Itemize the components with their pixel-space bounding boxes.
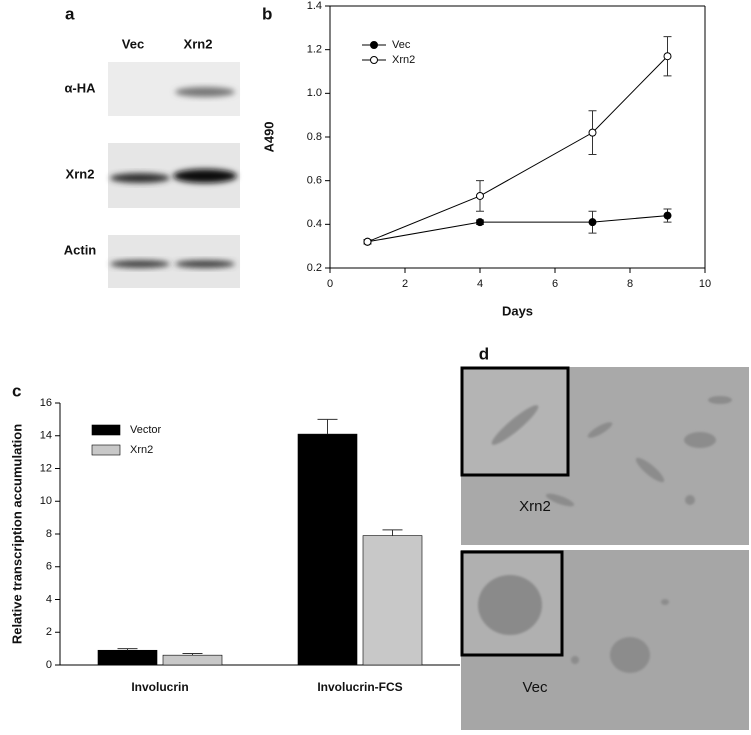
legend-marker bbox=[370, 41, 378, 49]
panel-label: a bbox=[65, 4, 75, 23]
y-tick-label: 12 bbox=[40, 462, 52, 474]
image-label: Vec bbox=[522, 679, 548, 696]
band bbox=[175, 260, 235, 268]
y-tick-label: 10 bbox=[40, 495, 52, 507]
y-tick-label: 8 bbox=[46, 528, 52, 540]
bar bbox=[97, 649, 158, 666]
band bbox=[110, 260, 170, 268]
y-tick-label: 1.4 bbox=[307, 0, 322, 12]
legend-swatch bbox=[91, 424, 121, 436]
blot-row: Actin bbox=[64, 242, 97, 257]
legend-label: Vec bbox=[392, 39, 411, 51]
y-axis-label: A490 bbox=[261, 121, 276, 152]
legend-swatch bbox=[91, 444, 121, 456]
x-axis-label: Days bbox=[502, 303, 533, 318]
y-axis-label: Relative transcription accumulation bbox=[9, 424, 24, 644]
y-tick-label: 0.6 bbox=[307, 175, 322, 187]
x-tick-label: 4 bbox=[477, 278, 483, 290]
panel-label: b bbox=[262, 4, 272, 23]
y-tick-label: 0.4 bbox=[307, 218, 322, 230]
blot-column: Xrn2 bbox=[184, 36, 213, 51]
x-tick-label: Involucrin-FCS bbox=[317, 680, 402, 694]
x-tick-label: 0 bbox=[327, 278, 333, 290]
x-tick-label: 10 bbox=[699, 278, 711, 290]
marker bbox=[588, 128, 597, 137]
band bbox=[110, 173, 170, 183]
error-bar bbox=[182, 653, 203, 656]
blot-row: Xrn2 bbox=[66, 166, 95, 181]
y-tick-label: 1.2 bbox=[307, 44, 322, 56]
y-tick-label: 0.8 bbox=[307, 131, 322, 143]
panel-label: d bbox=[479, 344, 489, 363]
bar bbox=[162, 654, 223, 666]
x-tick-label: 2 bbox=[402, 278, 408, 290]
panel-label: c bbox=[12, 381, 21, 400]
marker bbox=[588, 218, 597, 227]
image-label: Xrn2 bbox=[519, 498, 551, 515]
marker bbox=[663, 52, 672, 61]
y-tick-label: 2 bbox=[46, 626, 52, 638]
marker bbox=[476, 191, 484, 200]
line bbox=[367, 215, 668, 243]
cell bbox=[491, 405, 539, 445]
blot-row: α-HA bbox=[64, 80, 96, 95]
legend-label: Xrn2 bbox=[130, 444, 153, 456]
cell bbox=[478, 575, 542, 635]
legend-marker bbox=[370, 56, 378, 64]
y-tick-label: 16 bbox=[40, 397, 52, 409]
cells bbox=[545, 396, 732, 673]
x-tick-label: 8 bbox=[627, 278, 633, 290]
error-bar bbox=[117, 648, 138, 651]
band bbox=[173, 169, 237, 183]
y-tick-label: 4 bbox=[46, 593, 52, 605]
x-tick-label: Involucrin bbox=[131, 680, 188, 694]
y-tick-label: 0.2 bbox=[307, 262, 322, 274]
bar bbox=[362, 535, 423, 666]
marker bbox=[363, 237, 372, 246]
y-tick-label: 14 bbox=[40, 430, 52, 442]
band bbox=[175, 87, 235, 97]
bar bbox=[297, 433, 358, 666]
error-bar bbox=[382, 529, 403, 536]
marker bbox=[663, 211, 672, 220]
marker bbox=[476, 218, 484, 227]
y-tick-label: 6 bbox=[46, 561, 52, 573]
legend-label: Xrn2 bbox=[392, 54, 415, 66]
error-bar bbox=[317, 418, 338, 435]
legend-label: Vector bbox=[130, 424, 162, 436]
y-tick-label: 0 bbox=[46, 659, 52, 671]
line bbox=[367, 55, 668, 243]
x-tick-label: 6 bbox=[552, 278, 558, 290]
y-tick-label: 1.0 bbox=[307, 87, 322, 99]
blot-column: Vec bbox=[122, 36, 144, 51]
